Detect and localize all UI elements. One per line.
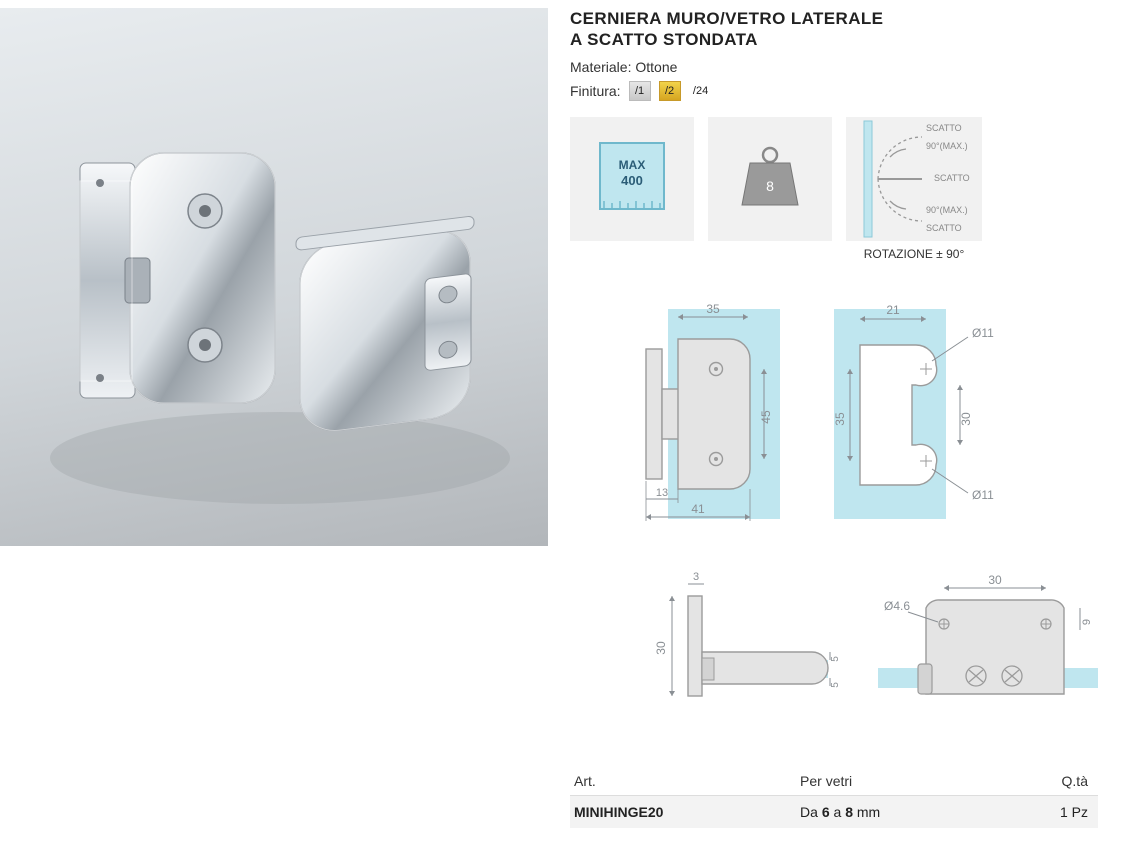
td-vetri: Da 6 a 8 mm <box>796 795 1001 828</box>
product-title: CERNIERA MURO/VETRO LATERALE A SCATTO ST… <box>570 8 1098 51</box>
svg-text:13: 13 <box>656 487 668 499</box>
svg-text:90°(MAX.): 90°(MAX.) <box>926 205 968 215</box>
finish-swatch-24: /24 <box>689 81 711 101</box>
svg-text:5: 5 <box>830 681 838 687</box>
svg-text:3: 3 <box>693 572 699 583</box>
svg-text:45: 45 <box>759 410 773 424</box>
tech-drawing-side: 3 30 5 5 <box>638 572 838 745</box>
svg-text:400: 400 <box>621 173 643 188</box>
finish-swatch-1: /1 <box>629 81 651 101</box>
tech-drawing-plate: 30 <box>878 572 1098 745</box>
svg-text:8: 8 <box>766 178 774 194</box>
finish-row: Finitura: /1 /2 /24 <box>570 81 1098 101</box>
material-label: Materiale: <box>570 59 631 75</box>
svg-text:35: 35 <box>833 412 847 426</box>
td-qty: 1 Pz <box>1001 795 1098 828</box>
th-art: Art. <box>570 767 796 796</box>
svg-text:21: 21 <box>886 303 900 317</box>
svg-text:30: 30 <box>959 412 973 426</box>
svg-text:5: 5 <box>830 655 838 661</box>
svg-text:90°(MAX.): 90°(MAX.) <box>926 141 968 151</box>
td-art: MINIHINGE20 <box>570 795 796 828</box>
finish-label: Finitura: <box>570 83 621 99</box>
th-qty: Q.tà <box>1001 767 1098 796</box>
title-line-2: A SCATTO STONDATA <box>570 30 758 49</box>
svg-text:SCATTO: SCATTO <box>934 173 970 183</box>
svg-text:41: 41 <box>691 502 705 516</box>
tech-drawing-front: 35 45 13 <box>570 289 780 532</box>
svg-text:MAX: MAX <box>619 158 646 172</box>
svg-text:Ø11: Ø11 <box>972 488 994 502</box>
tile-weight: 8 <box>708 117 832 241</box>
tech-drawing-cutout: 21 Ø11 Ø11 35 <box>820 289 1030 532</box>
svg-text:30: 30 <box>654 641 668 655</box>
tile-rotation: SCATTO 90°(MAX.) SCATTO 90°(MAX.) SCATTO <box>846 117 982 241</box>
svg-text:9: 9 <box>1081 618 1093 624</box>
svg-text:SCATTO: SCATTO <box>926 123 962 133</box>
product-photo <box>0 8 548 546</box>
svg-text:Ø11: Ø11 <box>972 326 994 340</box>
th-vetri: Per vetri <box>796 767 1001 796</box>
svg-text:Ø4.6: Ø4.6 <box>884 599 910 613</box>
finish-swatch-2: /2 <box>659 81 681 101</box>
svg-text:35: 35 <box>706 302 720 316</box>
svg-text:30: 30 <box>988 573 1002 587</box>
sku-table: Art. Per vetri Q.tà MINIHINGE20 Da 6 a 8… <box>570 767 1098 828</box>
svg-text:SCATTO: SCATTO <box>926 223 962 233</box>
material-value: Ottone <box>635 59 677 75</box>
rotation-caption: ROTAZIONE ± 90° <box>846 247 982 261</box>
material-line: Materiale: Ottone <box>570 59 1098 75</box>
tile-max-width: MAX 400 <box>570 117 694 241</box>
title-line-1: CERNIERA MURO/VETRO LATERALE <box>570 9 883 28</box>
